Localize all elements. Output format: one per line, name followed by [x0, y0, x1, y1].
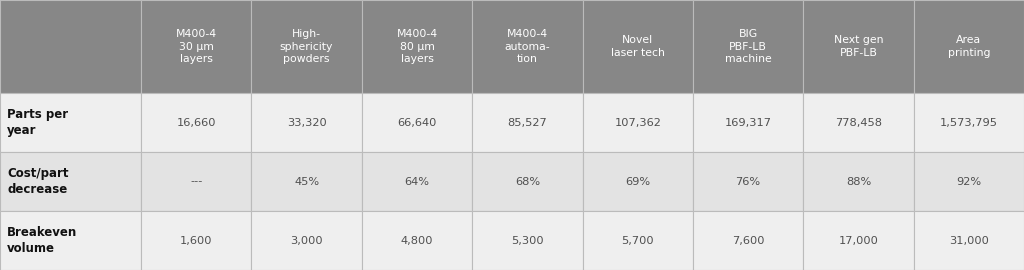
Bar [583, 152, 693, 211]
Text: 778,458: 778,458 [835, 118, 882, 128]
Bar [141, 152, 252, 211]
Text: M400-4
automa-
tion: M400-4 automa- tion [505, 29, 550, 64]
Bar [361, 211, 472, 270]
Text: 92%: 92% [956, 177, 981, 187]
Text: 4,800: 4,800 [400, 235, 433, 245]
Text: Next gen
PBF-LB: Next gen PBF-LB [834, 35, 883, 58]
Bar [472, 152, 583, 211]
Text: 88%: 88% [846, 177, 871, 187]
Bar [361, 0, 472, 93]
Bar [472, 0, 583, 93]
Bar [583, 211, 693, 270]
Bar [803, 0, 913, 93]
Text: 69%: 69% [625, 177, 650, 187]
Text: M400-4
80 μm
layers: M400-4 80 μm layers [396, 29, 437, 64]
Text: 45%: 45% [294, 177, 319, 187]
Text: ---: --- [190, 177, 203, 187]
Bar [472, 211, 583, 270]
Text: 16,660: 16,660 [176, 118, 216, 128]
Text: 107,362: 107,362 [614, 118, 662, 128]
Bar [141, 211, 252, 270]
Bar [141, 93, 252, 152]
Text: 3,000: 3,000 [290, 235, 323, 245]
Bar [913, 93, 1024, 152]
Bar [361, 152, 472, 211]
Bar [472, 93, 583, 152]
Text: Parts per
year: Parts per year [7, 108, 69, 137]
Bar [0, 152, 141, 211]
Bar [693, 0, 803, 93]
Text: 1,573,795: 1,573,795 [940, 118, 997, 128]
Bar [252, 152, 361, 211]
Text: 5,300: 5,300 [511, 235, 544, 245]
Text: Novel
laser tech: Novel laser tech [610, 35, 665, 58]
Bar [252, 211, 361, 270]
Text: 7,600: 7,600 [732, 235, 764, 245]
Bar [361, 93, 472, 152]
Bar [693, 93, 803, 152]
Bar [583, 0, 693, 93]
Text: 17,000: 17,000 [839, 235, 879, 245]
Text: 85,527: 85,527 [508, 118, 547, 128]
Bar [0, 0, 141, 93]
Bar [693, 152, 803, 211]
Bar [913, 0, 1024, 93]
Text: 64%: 64% [404, 177, 429, 187]
Bar [252, 0, 361, 93]
Bar [583, 93, 693, 152]
Text: Breakeven
volume: Breakeven volume [7, 226, 78, 255]
Text: 1,600: 1,600 [180, 235, 212, 245]
Text: High-
sphericity
powders: High- sphericity powders [280, 29, 333, 64]
Bar [913, 152, 1024, 211]
Text: 76%: 76% [735, 177, 761, 187]
Text: 169,317: 169,317 [725, 118, 771, 128]
Text: 68%: 68% [515, 177, 540, 187]
Text: BIG
PBF-LB
machine: BIG PBF-LB machine [725, 29, 771, 64]
Bar [141, 0, 252, 93]
Bar [803, 93, 913, 152]
Text: 5,700: 5,700 [622, 235, 654, 245]
Bar [913, 211, 1024, 270]
Bar [693, 211, 803, 270]
Text: 31,000: 31,000 [949, 235, 989, 245]
Text: Cost/part
decrease: Cost/part decrease [7, 167, 69, 196]
Bar [252, 93, 361, 152]
Bar [803, 211, 913, 270]
Bar [0, 93, 141, 152]
Bar [0, 211, 141, 270]
Text: M400-4
30 μm
layers: M400-4 30 μm layers [176, 29, 217, 64]
Text: 66,640: 66,640 [397, 118, 436, 128]
Text: 33,320: 33,320 [287, 118, 327, 128]
Bar [803, 152, 913, 211]
Text: Area
printing: Area printing [947, 35, 990, 58]
